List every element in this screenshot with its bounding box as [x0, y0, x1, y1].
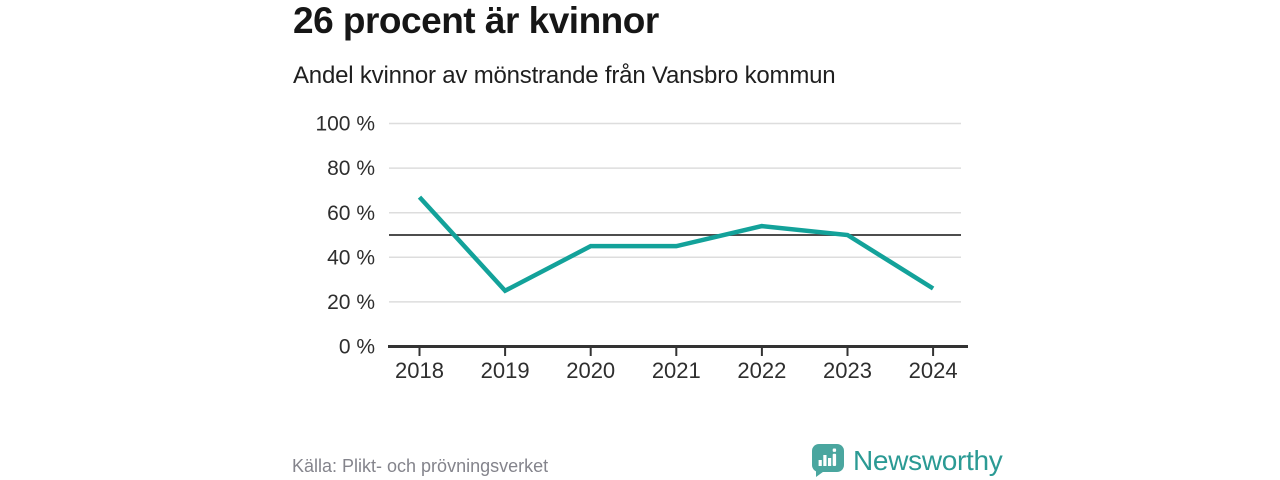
source-note: Källa: Plikt- och prövningsverket — [292, 456, 549, 476]
x-tick-label: 2023 — [823, 358, 872, 383]
x-tick-label: 2020 — [566, 358, 615, 383]
y-tick-label: 80 % — [327, 157, 375, 180]
y-tick-label: 60 % — [327, 202, 375, 225]
chart-title: 26 procent är kvinnor — [293, 0, 659, 41]
x-tick-label: 2019 — [481, 358, 530, 383]
y-tick-label: 20 % — [327, 291, 375, 314]
x-tick-label: 2018 — [395, 358, 444, 383]
x-tick-label: 2021 — [652, 358, 701, 383]
x-tick-label: 2024 — [909, 358, 958, 383]
line-chart: 0 % 20 % 40 % 60 % 80 % 100 % 2018 2019 2020 2021… — [315, 113, 968, 383]
y-tick-label: 100 % — [315, 113, 375, 136]
y-tick-label: 40 % — [327, 246, 375, 269]
y-tick-label: 0 % — [339, 336, 375, 359]
brand-name: Newsworthy — [853, 444, 1003, 476]
data-line — [417, 195, 935, 294]
brand-logo: Newsworthy — [811, 443, 1003, 477]
x-tick-label: 2022 — [737, 358, 786, 383]
chart-subtitle: Andel kvinnor av mönstrande från Vansbro… — [293, 62, 836, 89]
bar-chart-speech-bubble-icon — [812, 444, 844, 477]
